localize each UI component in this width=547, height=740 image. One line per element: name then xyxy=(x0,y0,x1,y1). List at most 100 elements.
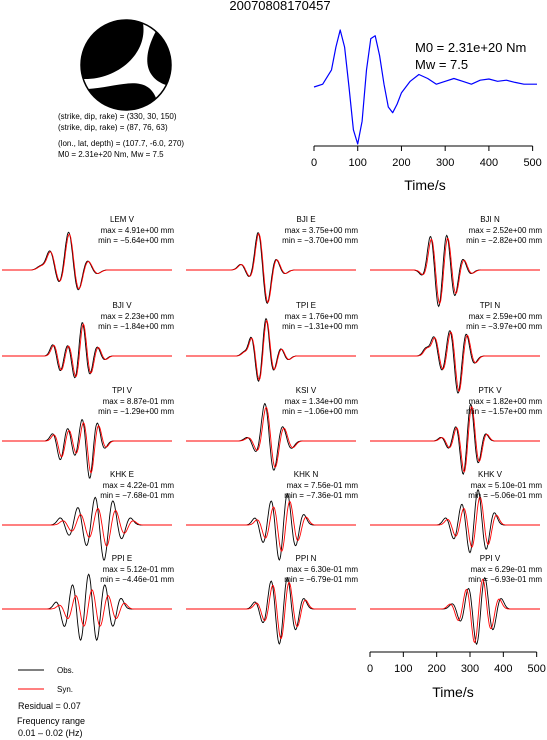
station-min: min = −1.84e+00 mm xyxy=(98,322,174,331)
figure-title: 20070808170457 xyxy=(229,0,330,13)
station-max: max = 6.29e-01 mm xyxy=(471,565,543,574)
synthetic-trace xyxy=(186,406,356,468)
station-name: PPI V xyxy=(480,554,501,563)
synthetic-trace xyxy=(370,406,540,473)
observed-trace xyxy=(370,576,540,646)
observed-trace xyxy=(2,496,172,561)
stf-x-tick-label: 400 xyxy=(480,157,498,169)
stf-x-tick-label: 200 xyxy=(392,157,410,169)
station-name: TPI N xyxy=(480,301,501,310)
waveform-x-tick-label: 400 xyxy=(494,663,512,675)
fault-plane-2: (strike, dip, rake) = (87, 76, 63) xyxy=(58,123,168,132)
waveform-x-axis-label: Time/s xyxy=(432,684,473,700)
synthetic-trace xyxy=(2,422,172,474)
stf-x-tick-label: 100 xyxy=(349,157,367,169)
synthetic-trace xyxy=(2,233,172,290)
synthetic-trace xyxy=(370,331,540,392)
moment-params: M0 = 2.31e+20 Nm, Mw = 7.5 xyxy=(58,150,164,159)
station-max: max = 1.34e+00 mm xyxy=(285,397,359,406)
synthetic-trace xyxy=(2,507,172,547)
station-max: max = 2.59e+00 mm xyxy=(469,312,543,321)
stf-m0-label: M0 = 2.31e+20 Nm xyxy=(415,40,526,55)
synthetic-trace xyxy=(186,501,356,552)
observed-trace xyxy=(186,576,356,645)
station-max: max = 8.87e-01 mm xyxy=(103,397,175,406)
waveform-x-tick-label: 0 xyxy=(367,663,373,675)
station-min: min = −3.70e+00 mm xyxy=(282,236,358,245)
beachball-compressional-quadrant-1 xyxy=(80,19,144,80)
station-name: PPI N xyxy=(296,554,317,563)
station-min: min = −1.06e+00 mm xyxy=(282,407,358,416)
station-max: max = 5.12e-01 mm xyxy=(103,565,175,574)
station-max: max = 1.82e+00 mm xyxy=(469,397,543,406)
beachball-compressional-quadrant-3 xyxy=(88,83,156,110)
bottom-time-axis: 0 100 200 300 400 500 Time/s xyxy=(367,651,546,700)
station-max: max = 3.75e+00 mm xyxy=(285,226,359,235)
stf-x-tick-label: 0 xyxy=(311,157,317,169)
station-min: min = −3.97e+00 mm xyxy=(466,322,542,331)
station-name: KSI V xyxy=(296,386,317,395)
waveform-x-tick-label: 200 xyxy=(427,663,445,675)
legend-syn-label: Syn. xyxy=(57,685,73,694)
station-max: max = 2.52e+00 mm xyxy=(469,226,543,235)
beachball-compressional-quadrant-2 xyxy=(147,31,171,85)
stf-series-line xyxy=(313,29,537,145)
station-name: BJI N xyxy=(480,215,500,224)
station-min: min = −1.57e+00 mm xyxy=(466,407,542,416)
station-min: min = −5.64e+00 mm xyxy=(98,236,174,245)
hypocenter-params: (lon., lat, depth) = (107.7, -6.0, 270) xyxy=(58,139,184,148)
station-name: TPI E xyxy=(296,301,316,310)
synthetic-trace xyxy=(186,319,356,381)
station-min: min = −6.93e-01 mm xyxy=(468,575,542,584)
legend: Obs. Syn. Residual = 0.07 Frequency rang… xyxy=(17,666,85,738)
synthetic-trace xyxy=(370,578,540,644)
station-name: LEM V xyxy=(110,215,135,224)
station-max: max = 2.23e+00 mm xyxy=(101,312,175,321)
station-max: max = 1.76e+00 mm xyxy=(285,312,359,321)
station-name: KHK N xyxy=(294,470,319,479)
station-min: min = −7.68e-01 mm xyxy=(100,491,174,500)
synthetic-trace xyxy=(370,237,540,304)
fault-parameters: (strike, dip, rake) = (330, 30, 150) (st… xyxy=(58,112,184,159)
station-name: PPI E xyxy=(112,554,132,563)
observed-trace xyxy=(370,234,540,308)
station-min: min = −1.29e+00 mm xyxy=(98,407,174,416)
station-max: max = 6.30e-01 mm xyxy=(287,565,359,574)
station-name: KHK V xyxy=(478,470,503,479)
frequency-range-value: 0.01 – 0.02 (Hz) xyxy=(18,728,83,738)
synthetic-trace xyxy=(2,323,172,378)
waveform-x-tick-label: 100 xyxy=(394,663,412,675)
synthetic-trace xyxy=(186,581,356,639)
station-min: min = −4.46e-01 mm xyxy=(100,575,174,584)
station-max: max = 4.91e+00 mm xyxy=(101,226,175,235)
synthetic-trace xyxy=(370,496,540,548)
waveform-x-tick-label: 500 xyxy=(527,663,545,675)
stf-x-tick-label: 500 xyxy=(523,157,541,169)
station-name: PTK V xyxy=(478,386,502,395)
stf-x-tick-label: 300 xyxy=(436,157,454,169)
frequency-range-title: Frequency range xyxy=(17,716,85,726)
station-name: BJI E xyxy=(296,215,315,224)
beachball xyxy=(80,19,172,111)
station-min: min = −1.31e+00 mm xyxy=(282,322,358,331)
residual-label: Residual = 0.07 xyxy=(18,701,81,711)
synthetic-trace xyxy=(2,589,172,627)
station-max: max = 5.10e-01 mm xyxy=(471,481,543,490)
stf-panel: M0 = 2.31e+20 Nm Mw = 7.5 0 100 200 300 400 5… xyxy=(311,29,542,193)
station-max: max = 7.56e-01 mm xyxy=(287,481,359,490)
observed-trace xyxy=(2,573,172,642)
stf-mw-label: Mw = 7.5 xyxy=(415,57,468,72)
synthetic-trace xyxy=(186,233,356,303)
